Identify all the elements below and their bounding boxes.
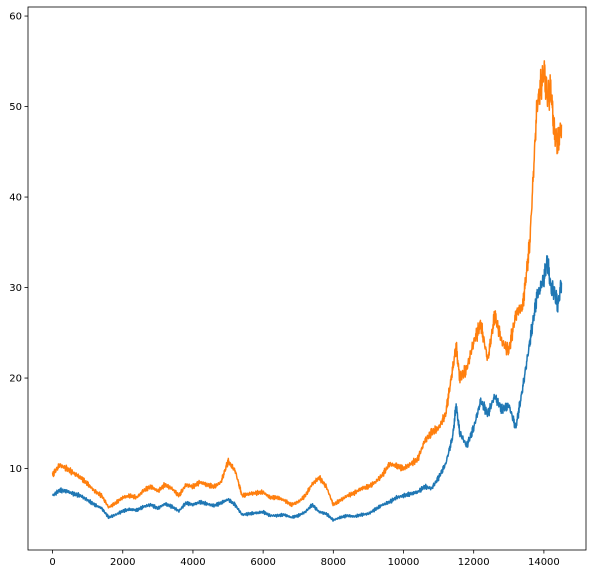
x-axis: 0 2000 4000 6000 8000 10000 12000 14000 bbox=[49, 550, 560, 568]
series-line-2 bbox=[51, 60, 563, 509]
y-tick-label: 30 bbox=[9, 283, 22, 294]
x-tick-label: 10000 bbox=[388, 557, 420, 568]
y-tick-label: 40 bbox=[9, 193, 22, 204]
x-tick-label: 6000 bbox=[250, 557, 275, 568]
series-line-1 bbox=[51, 255, 563, 522]
y-axis: 10 20 30 40 50 60 bbox=[9, 12, 28, 475]
plot-frame bbox=[27, 6, 587, 551]
series-layer bbox=[51, 60, 563, 522]
x-tick-label: 0 bbox=[49, 557, 55, 568]
x-tick-label: 12000 bbox=[458, 557, 490, 568]
y-tick-label: 60 bbox=[9, 12, 22, 23]
y-tick-label: 20 bbox=[9, 374, 22, 385]
y-tick-label: 50 bbox=[9, 102, 22, 113]
plot-area-background bbox=[28, 7, 586, 550]
y-tick-label: 10 bbox=[9, 464, 22, 475]
x-tick-label: 8000 bbox=[321, 557, 346, 568]
x-tick-label: 2000 bbox=[110, 557, 135, 568]
x-tick-label: 4000 bbox=[180, 557, 205, 568]
x-tick-label: 14000 bbox=[528, 557, 560, 568]
